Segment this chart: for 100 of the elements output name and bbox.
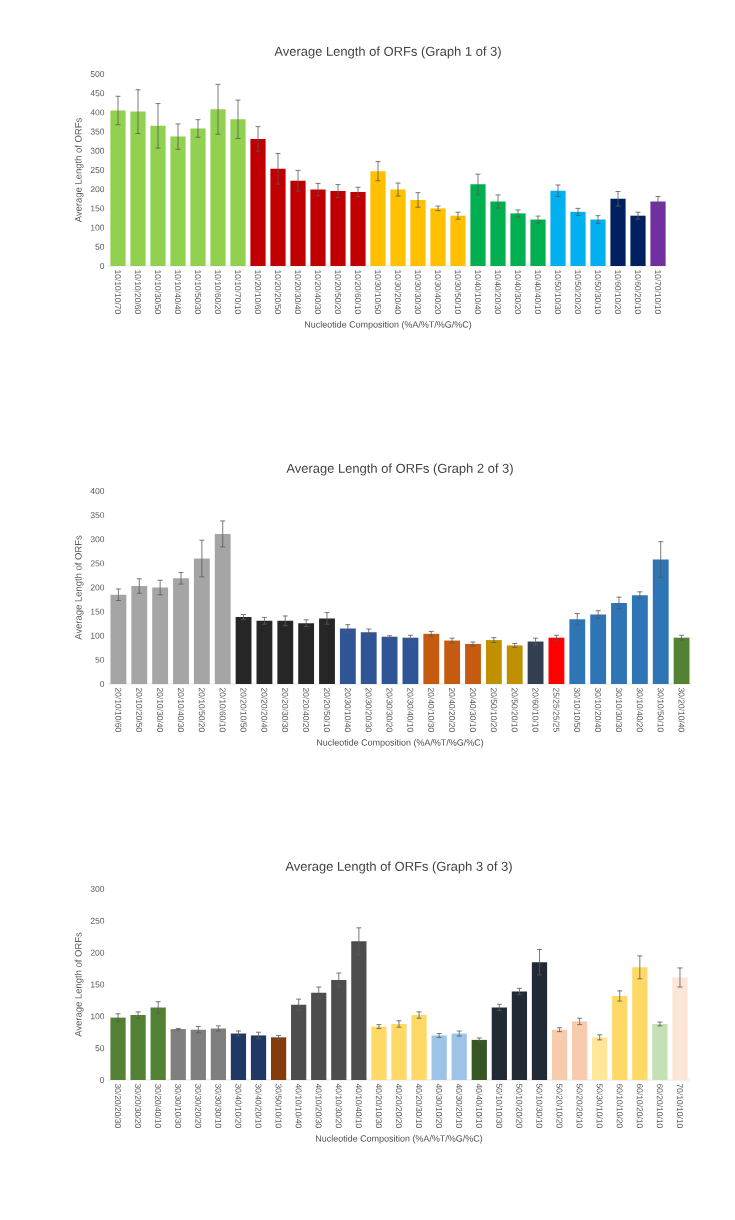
x-tick-label: 10/60/10/20 [614, 270, 622, 314]
x-tick-label: 20/10/20/50 [136, 687, 143, 732]
y-tick-label: 100 [90, 1013, 105, 1020]
x-tick-label: 20/10/50/20 [198, 687, 205, 732]
x-tick-label: 30/40/10/20 [235, 1083, 242, 1128]
x-tick-label: 30/40/20/10 [255, 1083, 262, 1128]
x-tick-label: 10/20/30/40 [294, 270, 302, 314]
y-tick-label: 300 [90, 886, 105, 892]
y-tick-label: 100 [90, 224, 105, 231]
x-tick-label: 30/50/10/10 [275, 1083, 282, 1128]
x-tick-label: 50/10/10/30 [496, 1083, 503, 1128]
x-tick-label: 50/30/10/10 [596, 1083, 603, 1128]
y-tick-label: 100 [90, 632, 105, 639]
y-tick-label: 350 [90, 128, 105, 135]
x-tick-label: 10/10/40/40 [174, 270, 182, 314]
x-tick-label: 25/25/25/25 [553, 687, 560, 732]
x-tick-label: 10/20/50/20 [334, 270, 342, 314]
x-tick-label: 10/30/10/50 [374, 270, 382, 314]
x-tick-label: 10/30/40/20 [434, 270, 442, 314]
x-tick-label: 30/10/10/50 [574, 687, 581, 732]
x-tick-label: 20/30/10/40 [344, 687, 351, 732]
chart-title: Average Length of ORFs (Graph 2 of 3) [286, 463, 513, 476]
x-tick-label: 30/20/10/40 [678, 687, 685, 732]
y-axis-title: Average Length of ORFs [74, 932, 84, 1037]
x-tick-label: 20/30/20/30 [365, 687, 372, 732]
y-tick-label: 200 [90, 584, 105, 591]
x-tick-label: 10/30/20/40 [394, 270, 402, 314]
x-tick-label: 20/40/10/30 [428, 687, 435, 732]
x-tick-label: 10/10/30/50 [154, 270, 162, 314]
y-tick-label: 450 [90, 90, 105, 97]
y-tick-label: 200 [90, 186, 105, 193]
x-tick-label: 50/10/30/10 [536, 1083, 543, 1128]
x-tick-label: 50/10/20/20 [516, 1083, 523, 1128]
chart-title: Average Length of ORFs (Graph 1 of 3) [274, 46, 501, 59]
x-tick-label: 30/20/40/10 [155, 1083, 162, 1128]
x-tick-label: 10/20/60/10 [354, 270, 362, 314]
y-tick-label: 400 [90, 109, 105, 116]
x-tick-label: 20/10/10/60 [115, 687, 122, 732]
x-tick-label: 70/10/10/10 [676, 1083, 684, 1128]
x-tick-label: 10/10/20/60 [134, 270, 142, 314]
x-tick-label: 20/10/40/30 [177, 687, 185, 732]
x-tick-label: 10/40/20/30 [494, 270, 502, 314]
y-tick-label: 150 [90, 205, 105, 212]
x-tick-label: 10/50/10/30 [554, 270, 562, 314]
x-axis-title: Nucleotide Composition (%A/%T/%G/%C) [316, 1135, 483, 1144]
x-tick-label: 10/70/10/10 [654, 270, 662, 314]
x-tick-label: 20/20/20/40 [261, 687, 268, 732]
x-tick-label: 40/40/10/10 [476, 1083, 483, 1128]
x-tick-label: 40/20/10/30 [375, 1083, 383, 1128]
x-tick-label: 60/10/10/20 [616, 1083, 623, 1128]
x-tick-label: 20/20/50/10 [323, 687, 331, 732]
y-tick-label: 50 [95, 243, 105, 250]
x-tick-label: 10/10/60/20 [214, 270, 222, 314]
y-axis-title: Average Length of ORFs [74, 535, 84, 640]
x-tick-label: 30/20/20/30 [114, 1083, 122, 1128]
x-tick-label: 40/20/30/10 [415, 1083, 423, 1128]
x-tick-label: 30/20/30/20 [135, 1083, 142, 1128]
x-tick-label: 40/20/20/20 [395, 1083, 403, 1128]
x-tick-label: 20/30/40/10 [407, 687, 414, 732]
x-tick-label: 20/60/10/10 [532, 687, 539, 732]
x-tick-label: 40/30/20/10 [456, 1083, 463, 1128]
x-tick-label: 20/50/10/20 [490, 687, 497, 732]
x-tick-label: 20/20/30/30 [282, 687, 289, 732]
x-tick-label: 30/10/30/30 [615, 687, 623, 732]
x-tick-label: 30/10/40/20 [636, 687, 643, 732]
x-tick-label: 20/30/30/20 [386, 687, 393, 732]
x-axis-title: Nucleotide Composition (%A/%T/%G/%C) [305, 321, 472, 330]
y-tick-label: 150 [90, 608, 105, 615]
x-tick-label: 40/10/20/30 [315, 1083, 322, 1128]
x-tick-label: 40/30/10/20 [436, 1083, 443, 1128]
chart-title: Average Length of ORFs (Graph 3 of 3) [285, 861, 512, 874]
y-tick-label: 300 [90, 147, 105, 154]
x-tick-label: 30/10/50/10 [657, 687, 664, 732]
x-tick-label: 10/10/10/70 [114, 270, 122, 314]
x-tick-label: 20/10/60/10 [219, 687, 226, 732]
x-tick-label: 10/60/20/10 [634, 270, 642, 314]
x-tick-label: 30/10/20/40 [595, 687, 602, 732]
x-tick-label: 60/20/10/10 [656, 1083, 664, 1128]
y-tick-label: 50 [95, 656, 105, 663]
x-tick-label: 30/30/30/10 [215, 1083, 222, 1128]
x-tick-label: 20/10/30/40 [157, 687, 164, 732]
y-tick-label: 0 [100, 681, 105, 687]
x-tick-label: 20/20/40/20 [303, 687, 310, 732]
x-tick-label: 30/30/10/30 [175, 1083, 182, 1128]
x-tick-label: 10/30/50/10 [454, 270, 462, 314]
y-tick-label: 250 [90, 917, 105, 924]
x-tick-label: 20/50/20/10 [511, 687, 518, 732]
y-tick-label: 400 [90, 488, 105, 494]
x-tick-label: 10/40/30/20 [514, 270, 522, 314]
x-tick-label: 10/50/30/10 [594, 270, 602, 314]
x-tick-label: 40/10/40/10 [355, 1083, 362, 1128]
x-tick-label: 10/20/10/60 [254, 270, 262, 314]
y-tick-label: 300 [90, 536, 105, 543]
x-tick-label: 10/20/20/50 [274, 270, 282, 314]
y-tick-label: 0 [100, 1077, 105, 1083]
y-tick-label: 500 [90, 71, 105, 77]
y-tick-label: 150 [90, 981, 105, 988]
x-tick-label: 20/20/10/50 [240, 687, 247, 732]
x-tick-label: 10/40/40/10 [534, 270, 542, 314]
y-tick-label: 350 [90, 512, 105, 519]
